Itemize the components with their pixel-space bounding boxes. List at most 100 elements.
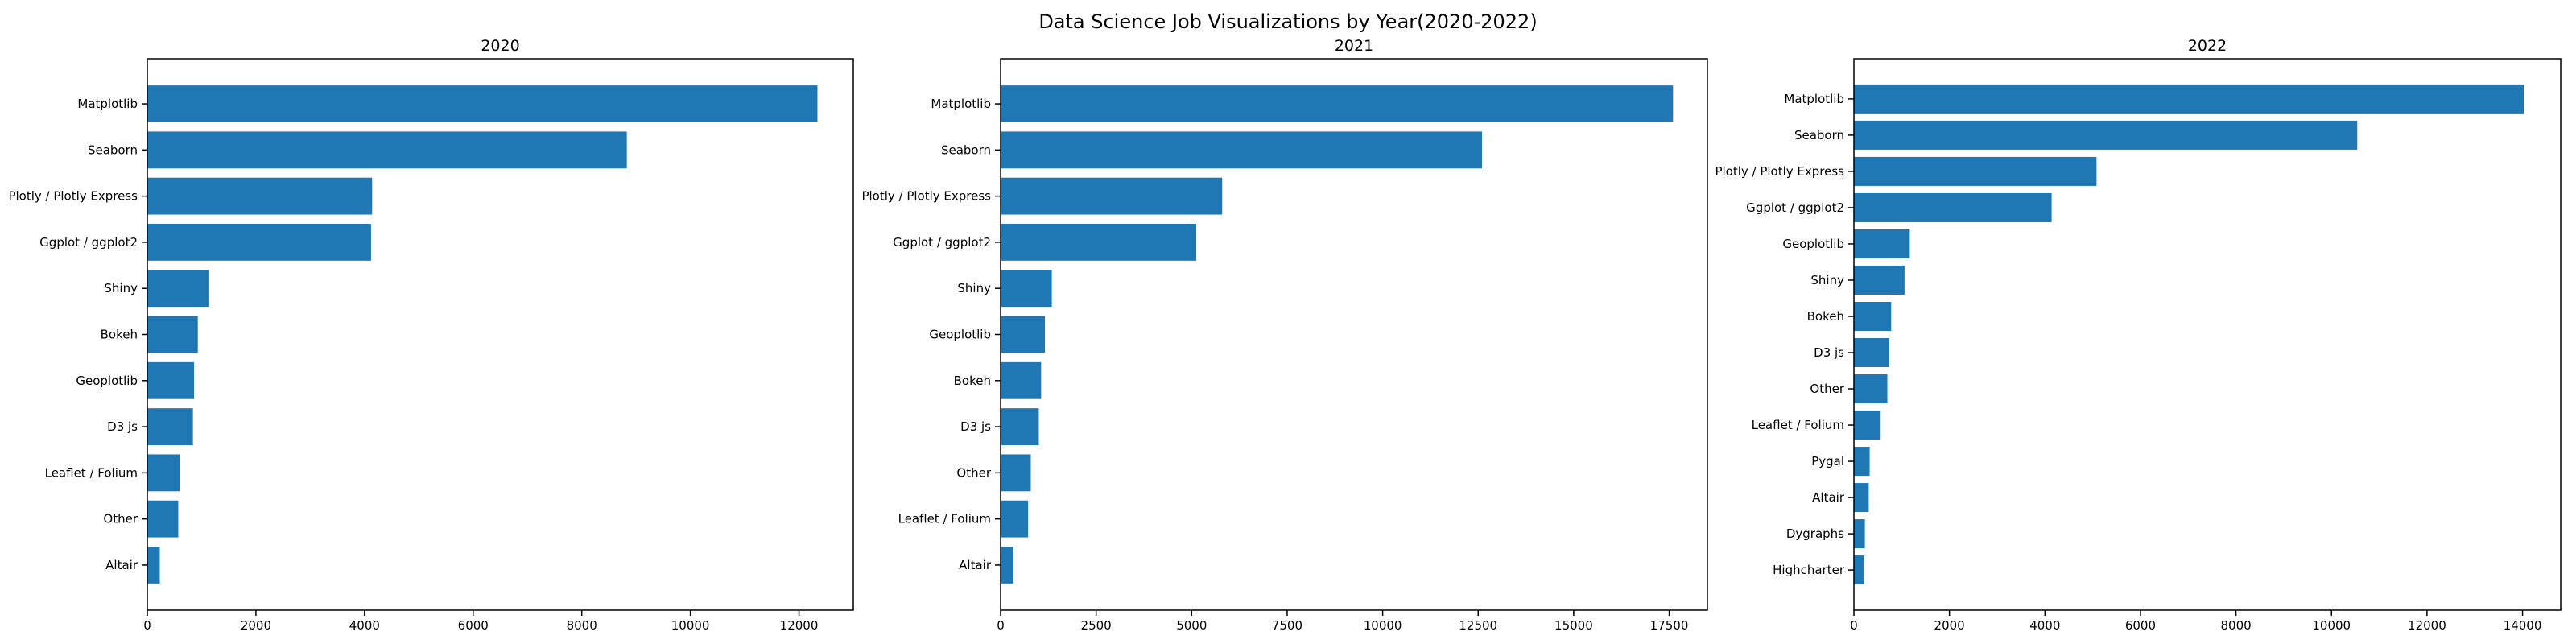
x-tick-label: 12000	[2408, 618, 2446, 633]
bar-altair	[1854, 483, 1869, 513]
bar-matplotlib	[1001, 85, 1674, 122]
y-tick-label: Dygraphs	[1786, 526, 1844, 541]
x-tick-label: 5000	[1176, 618, 1207, 633]
x-tick-label: 10000	[671, 618, 710, 633]
chart-panel-2022: 2022 Matplotlib Seaborn Plotly / Plotly Exp…	[1715, 37, 2562, 633]
y-tick-label: Other	[956, 465, 991, 480]
bar-d3-js	[1001, 408, 1039, 445]
chart-panel-2021: 2021 Matplotlib Seaborn Plotly / Plotly Exp…	[861, 37, 1708, 633]
bar-d3-js	[147, 408, 193, 445]
y-tick-label: Shiny	[957, 281, 991, 295]
bar-ggplot-ggplot2	[147, 224, 371, 261]
bar-seaborn	[1854, 120, 2358, 150]
x-tick-label: 0	[143, 618, 151, 633]
y-tick-label: D3 js	[107, 419, 138, 434]
y-tick-label: Bokeh	[101, 328, 138, 342]
y-tick-label: Matplotlib	[77, 97, 138, 111]
y-tick-label: Ggplot / ggplot2	[39, 235, 138, 250]
panel-title: 2021	[1335, 37, 1373, 55]
x-tick-label: 10000	[2312, 618, 2351, 633]
x-tick-label: 0	[997, 618, 1005, 633]
bar-leaflet-folium	[1001, 500, 1029, 538]
y-tick-label: Leaflet / Folium	[898, 512, 991, 526]
bar-geoplotlib	[147, 361, 195, 399]
bar-pygal	[1854, 447, 1870, 477]
y-tick-label: Leaflet / Folium	[45, 465, 138, 480]
x-tick-label: 2500	[1081, 618, 1112, 633]
bar-ggplot-ggplot2	[1854, 192, 2052, 222]
y-tick-label: Leaflet / Folium	[1752, 418, 1844, 432]
x-tick-label: 8000	[2221, 618, 2252, 633]
bar-shiny	[147, 270, 209, 308]
y-tick-label: Plotly / Plotly Express	[861, 189, 991, 204]
bar-altair	[1001, 547, 1013, 584]
plot-frame	[1853, 58, 2562, 611]
panel-title: 2022	[2188, 37, 2227, 55]
x-tick-label: 4000	[2029, 618, 2060, 633]
x-tick-label: 12000	[780, 618, 819, 633]
bar-leaflet-folium	[147, 454, 180, 492]
x-tick-label: 15000	[1554, 618, 1593, 633]
bar-seaborn	[1001, 131, 1482, 169]
bar-shiny	[1854, 265, 1905, 295]
bar-leaflet-folium	[1854, 411, 1881, 440]
bar-bokeh	[1854, 301, 1892, 331]
y-tick-label: Geoplotlib	[1782, 237, 1844, 251]
y-tick-label: Matplotlib	[931, 97, 991, 111]
y-tick-label: Other	[103, 512, 138, 526]
x-tick-label: 2000	[241, 618, 271, 633]
bar-matplotlib	[1854, 84, 2524, 114]
x-tick-label: 4000	[349, 618, 380, 633]
x-tick-label: 8000	[567, 618, 597, 633]
y-tick-label: Seaborn	[941, 142, 991, 157]
bar-ggplot-ggplot2	[1001, 224, 1196, 261]
y-tick-label: Seaborn	[88, 142, 138, 157]
bar-geoplotlib	[1854, 229, 1910, 258]
bar-seaborn	[147, 131, 627, 169]
bar-matplotlib	[147, 85, 818, 122]
plot-frame	[147, 58, 854, 611]
x-tick-label: 2000	[1934, 618, 1965, 633]
bar-geoplotlib	[1001, 316, 1046, 353]
x-tick-label: 12500	[1459, 618, 1497, 633]
figure-title: Data Science Job Visualizations by Year(…	[1038, 10, 1537, 33]
y-tick-label: Matplotlib	[1784, 92, 1844, 106]
x-tick-label: 0	[1850, 618, 1858, 633]
panels: 2020 Matplotlib Seaborn Plotly / Plotly Exp…	[8, 37, 2562, 633]
x-tick-label: 6000	[458, 618, 489, 633]
y-tick-label: D3 js	[960, 419, 991, 434]
bar-other	[147, 500, 179, 538]
y-tick-label: Altair	[959, 558, 992, 572]
bar-plotly-plotly-express	[1001, 177, 1223, 215]
bar-other	[1001, 454, 1031, 492]
chart-panel-2020: 2020 Matplotlib Seaborn Plotly / Plotly Exp…	[8, 37, 854, 633]
x-tick-label: 14000	[2504, 618, 2542, 633]
panel-title: 2020	[481, 37, 519, 55]
y-tick-label: Geoplotlib	[929, 328, 991, 342]
y-tick-label: Plotly / Plotly Express	[1715, 164, 1844, 179]
plot-frame	[1000, 58, 1708, 611]
y-tick-label: Seaborn	[1794, 128, 1844, 142]
bar-other	[1854, 374, 1888, 404]
y-tick-label: Shiny	[104, 281, 138, 295]
x-tick-label: 6000	[2125, 618, 2156, 633]
x-tick-label: 10000	[1364, 618, 1402, 633]
y-tick-label: Bokeh	[954, 374, 991, 388]
bar-highcharter	[1854, 555, 1865, 585]
bar-shiny	[1001, 270, 1052, 308]
bar-dygraphs	[1854, 519, 1865, 549]
bar-d3-js	[1854, 338, 1889, 368]
y-tick-label: Highcharter	[1773, 563, 1845, 577]
bar-bokeh	[147, 316, 198, 353]
y-tick-label: Plotly / Plotly Express	[8, 189, 138, 204]
y-tick-label: Geoplotlib	[76, 374, 138, 388]
bar-altair	[147, 547, 160, 584]
bar-plotly-plotly-express	[1854, 156, 2097, 186]
y-tick-label: Ggplot / ggplot2	[893, 235, 991, 250]
y-tick-label: Altair	[1812, 490, 1845, 505]
y-tick-label: Shiny	[1810, 273, 1844, 287]
bar-bokeh	[1001, 361, 1042, 399]
x-tick-label: 7500	[1272, 618, 1302, 633]
y-tick-label: Pygal	[1811, 454, 1844, 469]
